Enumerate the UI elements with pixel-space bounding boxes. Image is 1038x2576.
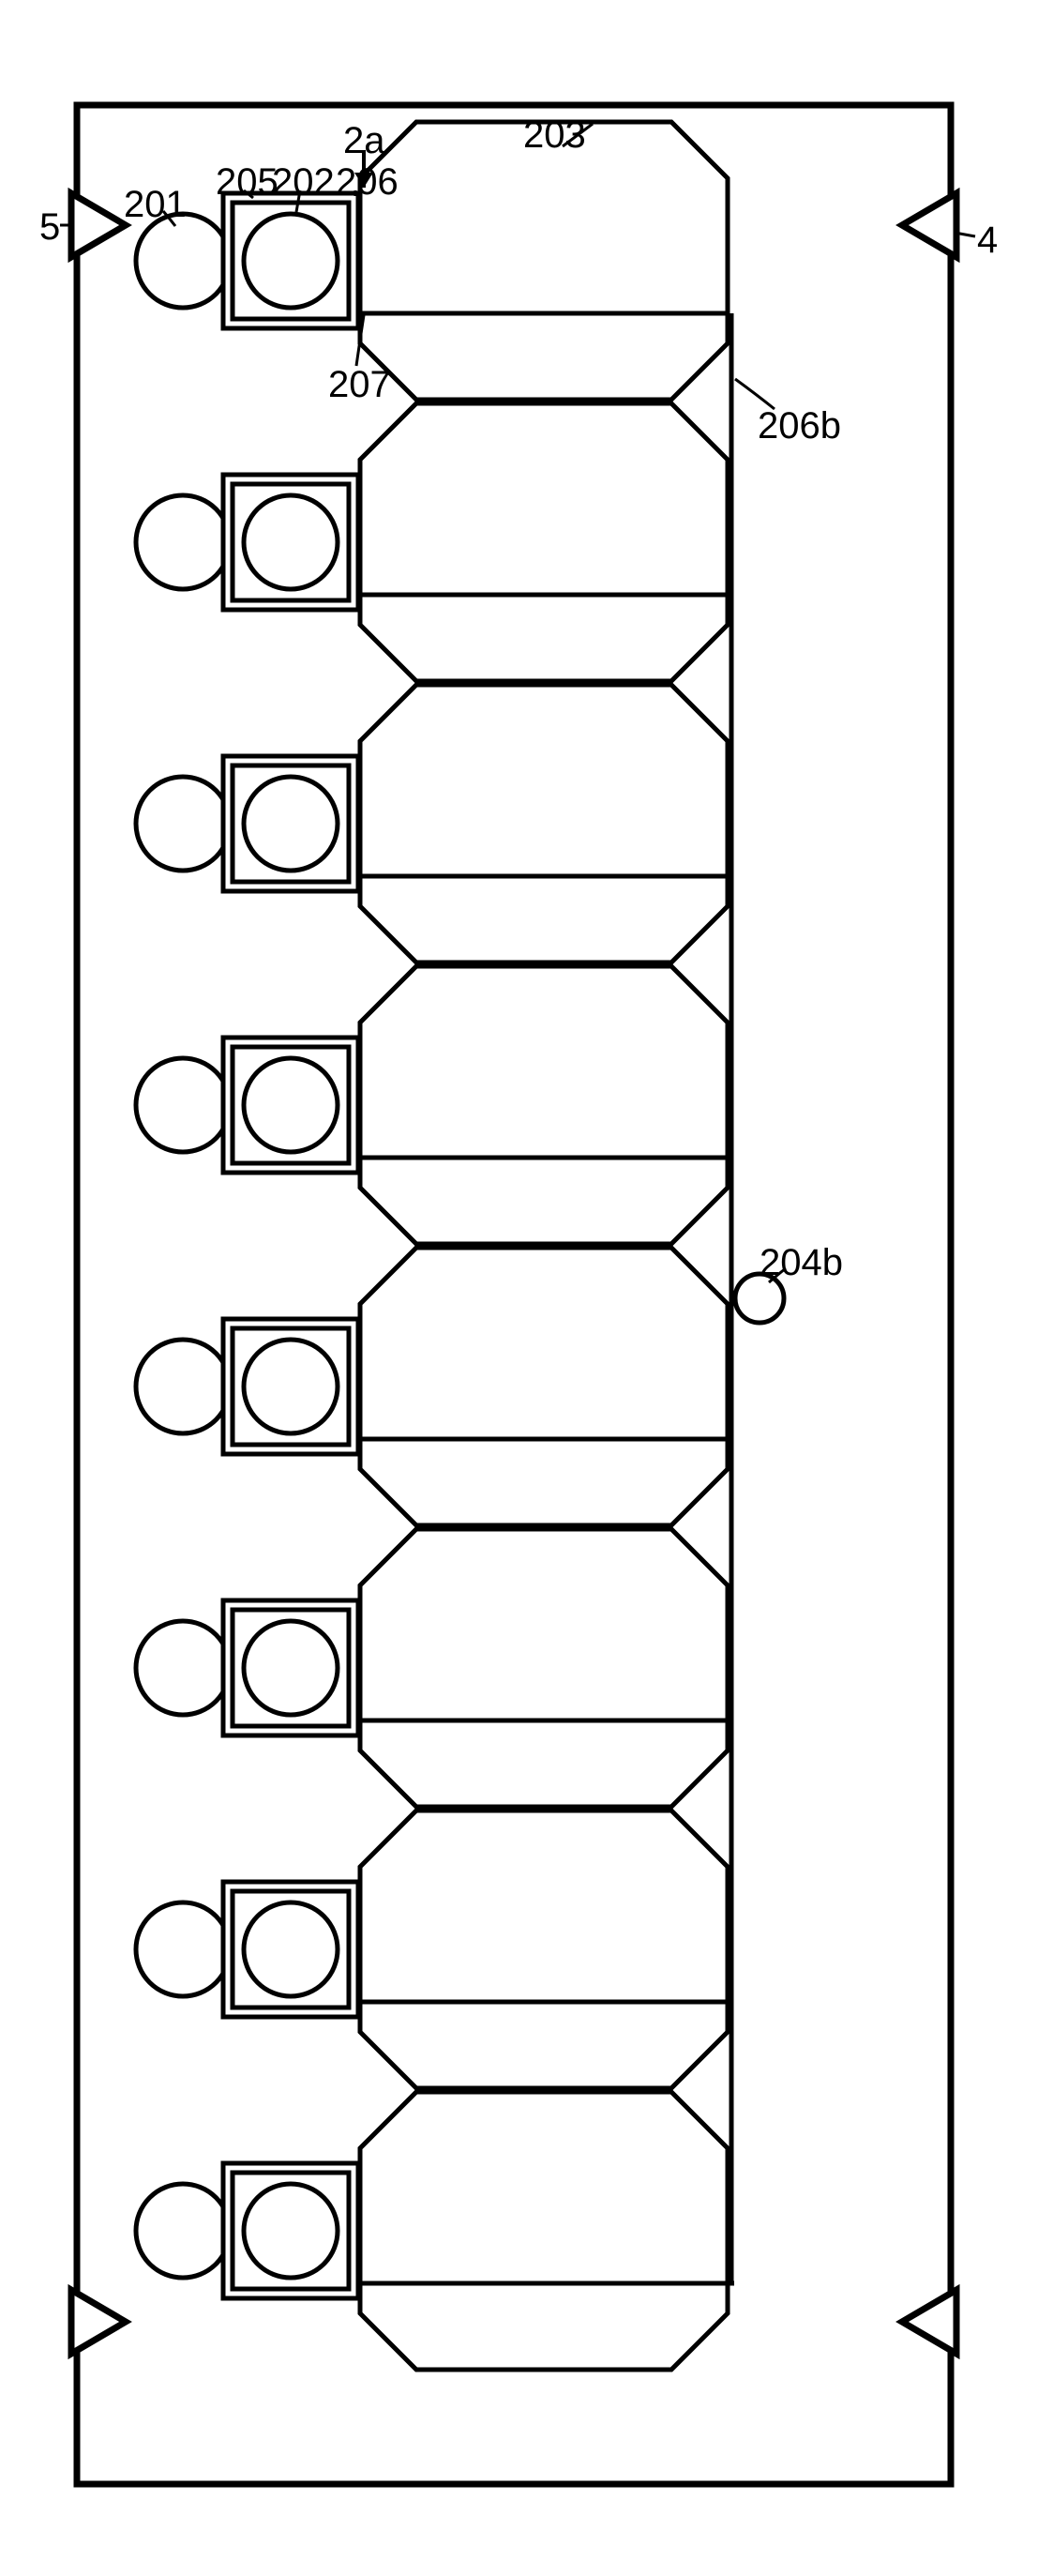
module-5 bbox=[136, 1529, 728, 1807]
frame-notch-right-1 bbox=[902, 2290, 956, 2354]
module-7 bbox=[136, 2092, 728, 2370]
module-6 bbox=[136, 1811, 728, 2088]
small-circle-7 bbox=[136, 2184, 230, 2278]
label-207: 207 bbox=[328, 364, 391, 406]
small-circle-6 bbox=[136, 1902, 230, 1996]
small-circle-4 bbox=[136, 1340, 230, 1433]
small-circle-0 bbox=[136, 214, 230, 308]
module-1 bbox=[136, 403, 728, 681]
label-206: 206 bbox=[336, 161, 399, 204]
small-circle-5 bbox=[136, 1621, 230, 1715]
label-204b: 204b bbox=[760, 1242, 843, 1284]
small-circle-2 bbox=[136, 777, 230, 871]
inner-circle-3 bbox=[244, 1058, 338, 1152]
label-203: 203 bbox=[523, 114, 586, 157]
small-circle-3 bbox=[136, 1058, 230, 1152]
label-206b: 206b bbox=[758, 405, 841, 447]
octagon-3 bbox=[360, 966, 728, 1244]
inner-circle-1 bbox=[244, 495, 338, 589]
inner-circle-6 bbox=[244, 1902, 338, 1996]
octagon-5 bbox=[360, 1529, 728, 1807]
inner-circle-5 bbox=[244, 1621, 338, 1715]
octagon-6 bbox=[360, 1811, 728, 2088]
module-2 bbox=[136, 685, 728, 962]
frame-notch-right-0 bbox=[902, 193, 956, 257]
inner-circle-7 bbox=[244, 2184, 338, 2278]
diagram-canvas bbox=[0, 0, 1038, 2576]
label-5: 5 bbox=[39, 206, 60, 249]
inner-circle-2 bbox=[244, 777, 338, 871]
label-201: 201 bbox=[124, 184, 187, 226]
module-3 bbox=[136, 966, 728, 1244]
label-2a: 2a bbox=[343, 120, 385, 162]
octagon-4 bbox=[360, 1248, 728, 1525]
inner-circle-0 bbox=[244, 214, 338, 308]
label-202: 202 bbox=[272, 161, 335, 204]
label-205: 205 bbox=[216, 161, 278, 204]
octagon-7 bbox=[360, 2092, 728, 2370]
frame-notch-left-1 bbox=[71, 2290, 126, 2354]
octagon-0 bbox=[360, 122, 728, 400]
module-4 bbox=[136, 1248, 728, 1525]
label-4: 4 bbox=[977, 220, 998, 262]
inner-circle-4 bbox=[244, 1340, 338, 1433]
octagon-2 bbox=[360, 685, 728, 962]
small-circle-1 bbox=[136, 495, 230, 589]
octagon-1 bbox=[360, 403, 728, 681]
frame-notch-left-0 bbox=[71, 193, 126, 257]
